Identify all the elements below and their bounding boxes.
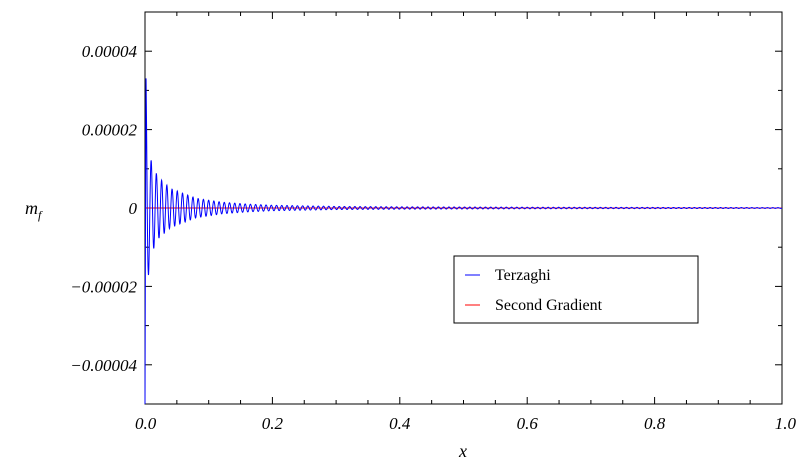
- x-tick-label: 0.6: [517, 414, 539, 433]
- x-tick-label: 1.0: [775, 414, 797, 433]
- legend: Terzaghi Second Gradient: [453, 255, 699, 324]
- legend-label-second-gradient: Second Gradient: [495, 297, 603, 314]
- x-tick-label: 0.2: [262, 414, 284, 433]
- legend-box: [453, 255, 699, 324]
- x-tick-label: 0.4: [389, 414, 411, 433]
- y-ticks: −0.00004 −0.00002 0 0.00002 0.00004: [70, 11, 782, 405]
- y-tick-label: 0: [129, 199, 138, 218]
- x-tick-label: 0.0: [135, 414, 157, 433]
- y-tick-label: 0.00004: [82, 42, 138, 61]
- x-axis-title: x: [458, 441, 467, 461]
- y-tick-label: −0.00004: [70, 356, 137, 375]
- y-tick-label: −0.00002: [70, 277, 137, 296]
- y-axis-title: mf: [25, 198, 43, 222]
- y-axis-title-main: m: [25, 198, 38, 218]
- y-axis-title-subscript: f: [38, 208, 43, 222]
- x-ticks: 0.0 0.2 0.4 0.6 0.8 1.0: [135, 12, 797, 433]
- legend-label-terzaghi: Terzaghi: [495, 267, 551, 284]
- y-tick-label: 0.00002: [82, 121, 138, 140]
- x-tick-label: 0.8: [644, 414, 666, 433]
- series-terzaghi-line: [144, 78, 783, 405]
